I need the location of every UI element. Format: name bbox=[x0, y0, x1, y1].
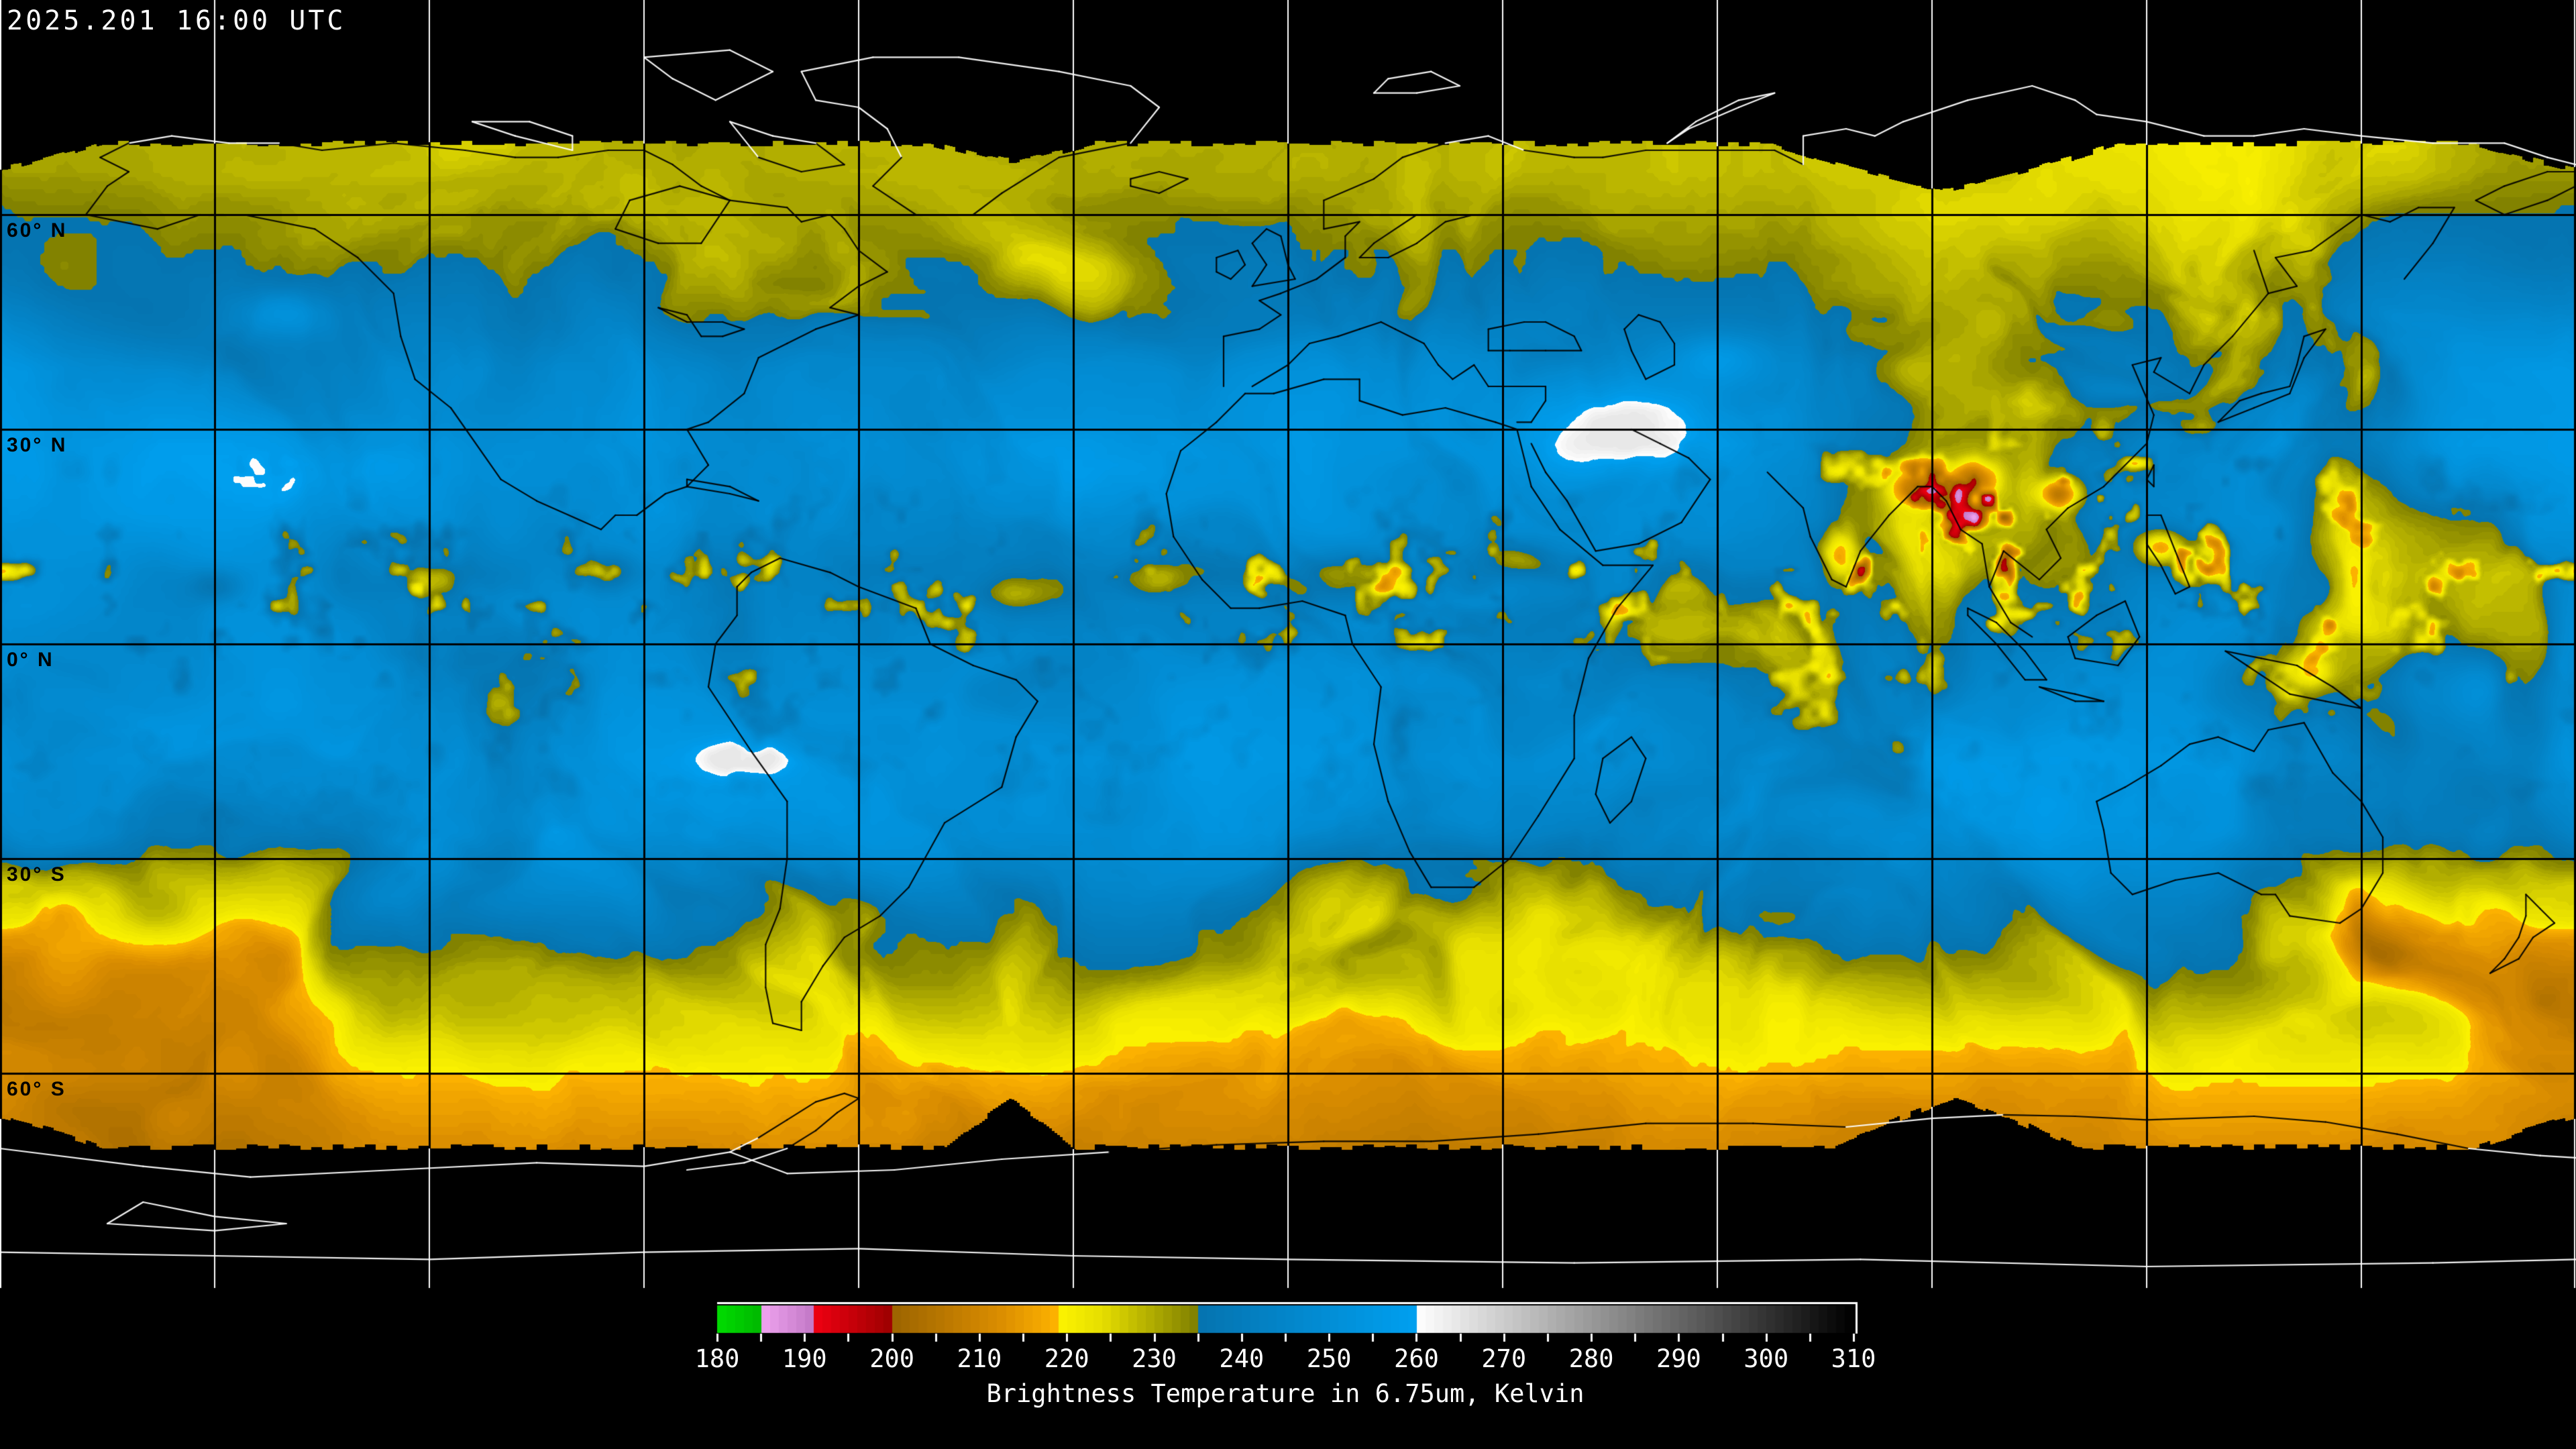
lat-label-30s: 30° S bbox=[7, 863, 66, 885]
colorbar-tick-label: 300 bbox=[1743, 1344, 1789, 1373]
colorbar-tick-label: 280 bbox=[1568, 1344, 1614, 1373]
colorbar-tick-label: 250 bbox=[1306, 1344, 1352, 1373]
timestamp: 2025.201 16:00 UTC bbox=[7, 5, 346, 36]
lat-label-60n: 60° N bbox=[7, 219, 68, 241]
colorbar-tick-label: 240 bbox=[1219, 1344, 1265, 1373]
colorbar-title: Brightness Temperature in 6.75um, Kelvin bbox=[986, 1379, 1585, 1408]
colorbar-tick-label: 200 bbox=[869, 1344, 915, 1373]
lat-label-30n: 30° N bbox=[7, 434, 68, 456]
colorbar-tick-label: 230 bbox=[1132, 1344, 1177, 1373]
lat-label-60s: 60° S bbox=[7, 1078, 66, 1100]
colorbar-tick-label: 270 bbox=[1481, 1344, 1527, 1373]
colorbar-tick-label: 260 bbox=[1394, 1344, 1439, 1373]
colorbar-tick-label: 180 bbox=[694, 1344, 740, 1373]
colorbar-tick-label: 210 bbox=[957, 1344, 1002, 1373]
colorbar-tick-label: 310 bbox=[1831, 1344, 1876, 1373]
colorbar-tick-label: 220 bbox=[1044, 1344, 1089, 1373]
lat-label-0n: 0° N bbox=[7, 649, 54, 671]
colorbar-tick-label: 190 bbox=[782, 1344, 827, 1373]
colorbar-tick-label: 290 bbox=[1656, 1344, 1701, 1373]
